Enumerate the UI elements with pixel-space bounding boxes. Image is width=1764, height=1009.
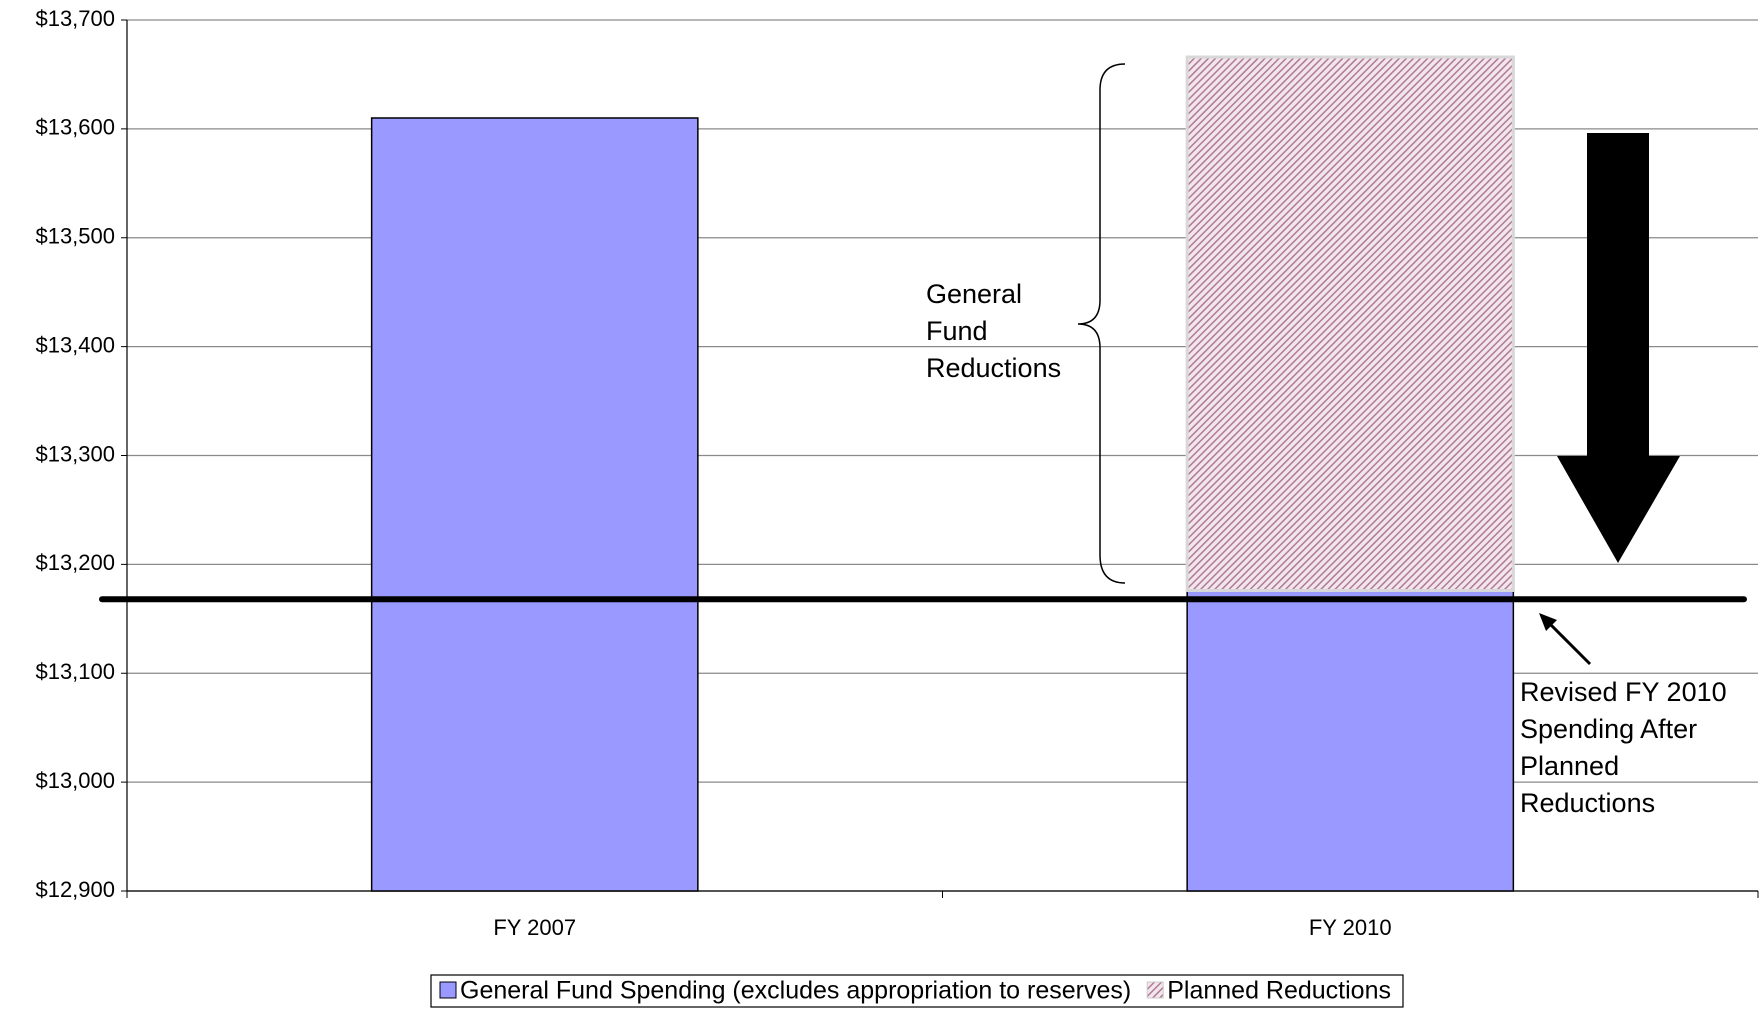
- legend-box: [430, 974, 1404, 1008]
- brace: [1077, 63, 1126, 584]
- annotation: Reductions: [1520, 788, 1655, 818]
- plot-area: $12,900 $13,000 $13,100 $13,200 $13,300 $13,4…: [35, 6, 1759, 940]
- y-tick-label: $13,500: [35, 224, 115, 249]
- bar-segment: [370, 117, 699, 892]
- y-tick-label: $13,000: [35, 768, 115, 793]
- legend-label: General Fund Spending (excludes appropri…: [460, 977, 1131, 1005]
- down-arrow: [1557, 133, 1680, 563]
- annotation: Planned: [1520, 751, 1619, 781]
- annotation: Revised FY 2010: [1520, 677, 1727, 707]
- legend-swatch: [439, 981, 457, 999]
- y-tick-label: $12,900: [35, 877, 115, 902]
- y-tick-label: $13,600: [35, 115, 115, 140]
- annotation: Spending After: [1520, 714, 1697, 744]
- bar-segment: [1186, 589, 1515, 892]
- pointer-arrow: [1543, 617, 1592, 666]
- x-tick-label: FY 2010: [1309, 915, 1392, 940]
- y-tick-label: $13,200: [35, 550, 115, 575]
- annotation: Fund: [926, 316, 988, 346]
- y-tick-label: $13,400: [35, 332, 115, 357]
- legend-label: Planned Reductions: [1167, 977, 1391, 1005]
- bar-segment: [1185, 55, 1515, 593]
- annotation: General: [926, 279, 1022, 309]
- y-tick-label: $13,300: [35, 441, 115, 466]
- legend-swatch: [1146, 981, 1164, 999]
- y-tick-label: $13,100: [35, 659, 115, 684]
- legend: General Fund Spending (excludes appropri…: [430, 974, 1404, 1008]
- annotation: Reductions: [926, 353, 1061, 383]
- x-tick-label: FY 2007: [493, 915, 576, 940]
- y-tick-label: $13,700: [35, 6, 115, 31]
- pointer-arrow-head: [1539, 613, 1557, 631]
